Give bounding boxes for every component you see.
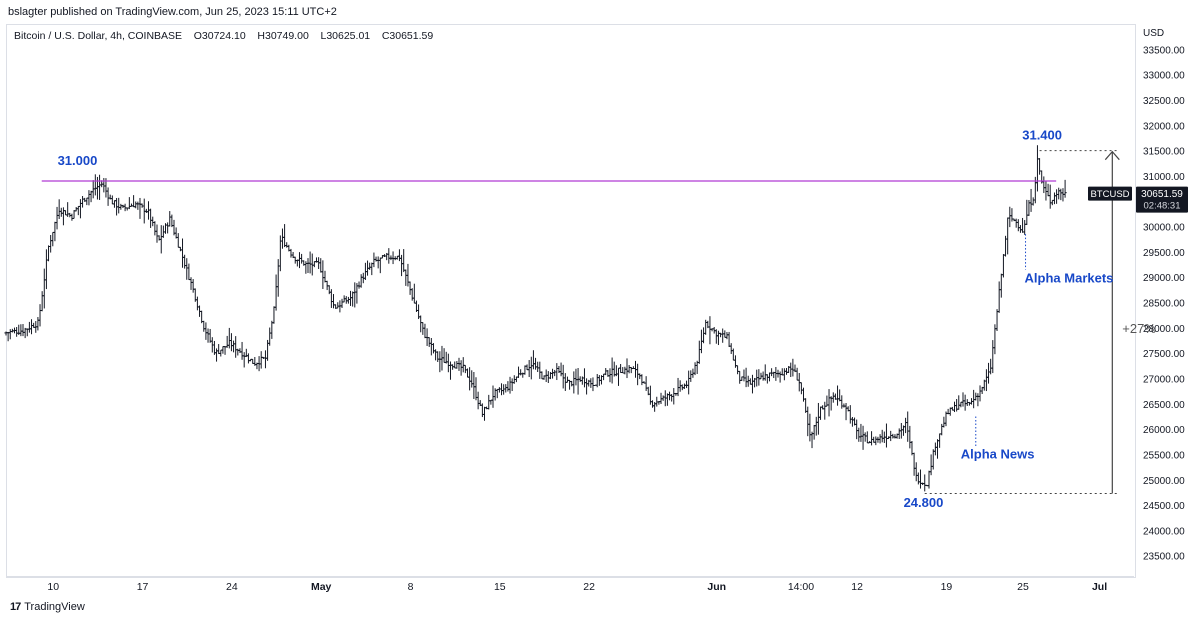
footer: 17 TradingView <box>10 601 85 613</box>
symbol-title: Bitcoin / U.S. Dollar, 4h, COINBASE <box>14 30 183 42</box>
ohlc-low: L30625.01 <box>320 30 371 42</box>
ohlc-high: H30749.00 <box>257 30 309 42</box>
ohlc-close: C30651.59 <box>381 30 434 42</box>
price-axis[interactable] <box>1135 24 1200 576</box>
chart-pane[interactable] <box>6 24 1136 578</box>
symbol-legend: Bitcoin / U.S. Dollar, 4h, COINBASE O307… <box>14 30 433 42</box>
tradingview-logo-icon: 17 <box>10 601 21 613</box>
publisher-line: bslagter published on TradingView.com, J… <box>8 6 337 18</box>
time-axis[interactable] <box>6 576 1134 597</box>
ohlc-open: O30724.10 <box>193 30 246 42</box>
brand-name: TradingView <box>24 601 85 613</box>
